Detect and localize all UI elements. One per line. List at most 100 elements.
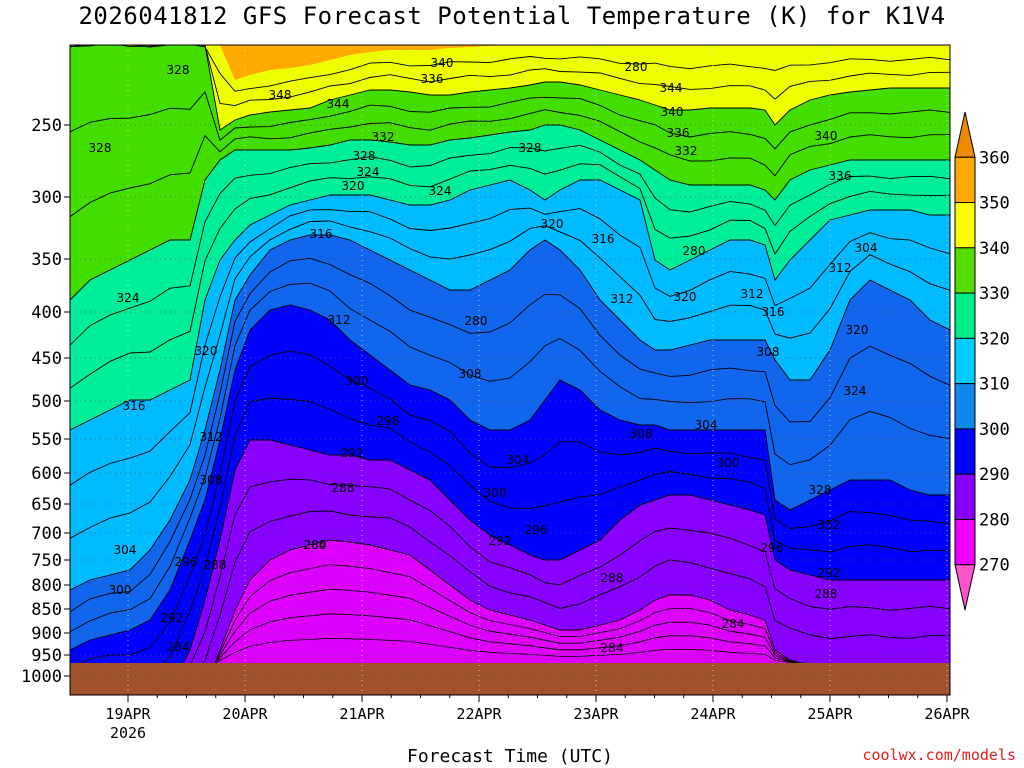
plot-frame: [69, 44, 951, 696]
contour-line: [70, 45, 950, 131]
x-axis-label: Forecast Time (UTC): [407, 746, 613, 767]
contour-label: 328: [89, 141, 112, 155]
y-axis: 250 300 350 400 450 500 550 600 650 700 750 800 850 9…: [21, 116, 70, 687]
contour-line: [70, 304, 950, 651]
contour-label: 304: [114, 543, 137, 557]
contour-label: 296: [761, 541, 784, 555]
contour-line: [161, 478, 950, 695]
contour-label: 284: [167, 640, 190, 654]
contour-label: 312: [611, 292, 634, 306]
contour-line: [70, 282, 950, 633]
contour-label: 312: [200, 430, 223, 444]
colorbar-label: 330: [979, 284, 1010, 304]
colorbar-swatch: [954, 383, 976, 430]
contour-label: 288: [332, 481, 355, 495]
colorbar-swatch: [954, 292, 976, 339]
contour-label: 336: [829, 169, 852, 183]
contour-label: 320: [846, 323, 869, 337]
contour-line: [171, 510, 950, 695]
contour-label: 336: [667, 126, 690, 140]
contour-line: [70, 45, 950, 92]
contour-label: 324: [844, 384, 867, 398]
contour-label: 316: [310, 227, 333, 241]
contour-label: 328: [167, 63, 190, 77]
y-tick-label: 650: [31, 495, 62, 515]
contour-line: [70, 613, 950, 679]
contour-label: 316: [762, 305, 785, 319]
contour-line: [70, 179, 950, 431]
contour-label: 312: [328, 313, 351, 327]
colorbar-swatch: [954, 202, 976, 249]
contour-label: 324: [429, 184, 452, 198]
contour-label: 332: [675, 144, 698, 158]
contour-label: 312: [829, 261, 852, 275]
contour-label: 292: [341, 446, 364, 460]
contour-line: [70, 124, 950, 301]
colorbar-swatch: [954, 337, 976, 385]
contour-label: 328: [809, 483, 832, 497]
contour-line: [70, 588, 950, 686]
contour-line: [70, 45, 950, 107]
contour-label: 344: [660, 81, 683, 95]
contour-label: 324: [117, 291, 140, 305]
contour-label: 320: [541, 217, 564, 231]
x-tick-label: 20APR: [222, 705, 268, 723]
y-tick-label: 700: [31, 524, 62, 544]
y-tick-label: 350: [31, 250, 62, 270]
y-tick-label: 950: [31, 646, 62, 666]
colorbar-arrow-bottom: [954, 564, 976, 611]
contour-label: 308: [459, 367, 482, 381]
colorbar-label: 340: [979, 239, 1010, 259]
y-tick-label: 900: [31, 624, 62, 644]
colorbar-label: 360: [979, 148, 1010, 168]
contour-label: 296: [377, 414, 400, 428]
contour-label: 296: [525, 523, 548, 537]
x-tick-sublabel: 2026: [110, 724, 146, 742]
y-tick-label: 250: [31, 116, 62, 136]
contour-label: 280: [625, 60, 648, 74]
contour-label: 308: [630, 427, 653, 441]
chart-title: 2026041812 GFS Forecast Potential Temper…: [78, 2, 946, 30]
contour-label: 300: [109, 583, 132, 597]
contour-label: 340: [661, 105, 684, 119]
colorbar-swatch: [954, 518, 976, 566]
contour-label: 320: [674, 290, 697, 304]
contour-label: 280: [683, 244, 706, 258]
contour-labels: 3283283243203163123083043002962922882842…: [89, 56, 878, 655]
contour-label: 300: [717, 456, 740, 470]
y-tick-label: 400: [31, 303, 62, 323]
contour-label: 284: [601, 641, 624, 655]
gridlines: [70, 45, 950, 695]
colorbar-swatch: [954, 473, 976, 520]
y-tick-label: 800: [31, 576, 62, 596]
contour-label: 304: [855, 241, 878, 255]
contour-line: [70, 564, 950, 693]
contour-label: 340: [815, 129, 838, 143]
contour-label: 332: [818, 518, 841, 532]
y-tick-label: 850: [31, 600, 62, 620]
contour-label: 296: [175, 555, 198, 569]
credit-link[interactable]: coolwx.com/models: [862, 746, 1016, 764]
colorbar-label: 350: [979, 194, 1010, 214]
y-tick-label: 550: [31, 430, 62, 450]
contour-label: 348: [269, 88, 292, 102]
colorbar-label: 300: [979, 420, 1010, 440]
contour-label: 308: [200, 473, 223, 487]
contour-label: 292: [489, 534, 512, 548]
contour-label: 288: [815, 587, 838, 601]
contour-line: [70, 257, 950, 613]
contour-label: 324: [357, 165, 380, 179]
colorbar-label: 290: [979, 465, 1010, 485]
colorbar-swatch: [954, 156, 976, 204]
contour-label: 304: [695, 418, 718, 432]
contour-line: [70, 144, 950, 346]
y-tick-label: 500: [31, 392, 62, 412]
contour-line: [70, 109, 950, 218]
colorbar-label: 310: [979, 375, 1010, 395]
contour-label: 288: [601, 571, 624, 585]
y-tick-label: 300: [31, 188, 62, 208]
x-tick-label: 26APR: [924, 705, 970, 723]
x-tick-label: 23APR: [573, 705, 619, 723]
contour-label: 320: [342, 179, 365, 193]
